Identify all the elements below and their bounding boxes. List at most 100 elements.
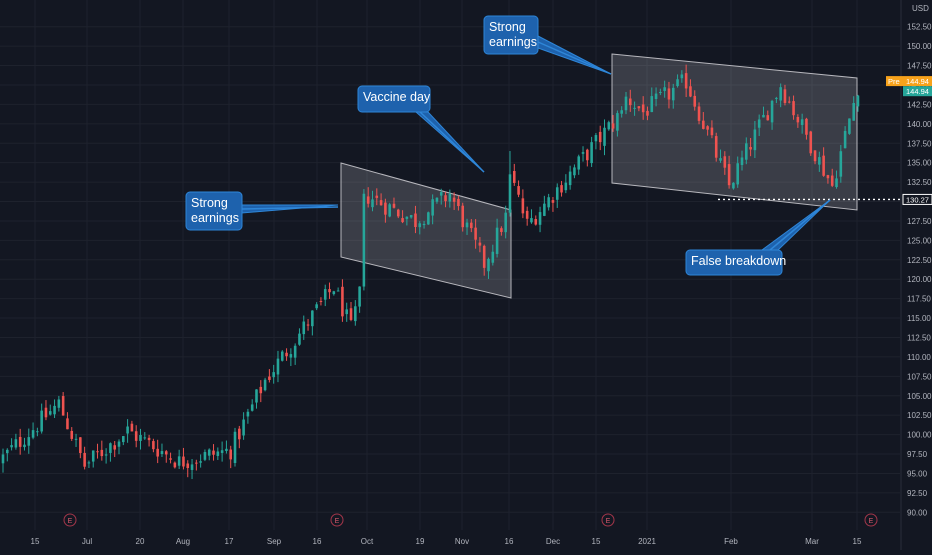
- candle-body: [203, 452, 207, 460]
- candle-body: [36, 431, 39, 433]
- candle-body: [14, 439, 18, 448]
- candle-body: [173, 462, 177, 468]
- earnings-marker-icon: [63, 513, 77, 527]
- candle-body: [848, 118, 851, 134]
- y-tick-label: 105.00: [907, 392, 932, 401]
- callout-vaccine-box: [357, 85, 431, 113]
- candle-body: [100, 449, 104, 457]
- candle-body: [564, 182, 568, 191]
- candle-body: [766, 115, 770, 121]
- candle-body: [641, 104, 645, 113]
- x-tick-label: 16: [505, 537, 514, 546]
- candle-body: [375, 195, 379, 198]
- candle-body: [392, 203, 396, 208]
- candle-body: [736, 163, 739, 185]
- level-price-label: 130.27: [906, 195, 929, 204]
- candle-body: [504, 212, 507, 233]
- candle-body: [96, 451, 99, 453]
- candle-body: [87, 462, 91, 464]
- candle-body: [745, 143, 748, 160]
- candle-body: [538, 212, 542, 225]
- candle-body: [659, 91, 662, 93]
- candle-body: [822, 155, 825, 176]
- y-tick-label: 132.50: [907, 178, 932, 187]
- prev-price-label: 144.94: [906, 77, 929, 86]
- earnings-marker-icon: [601, 513, 615, 527]
- candle-body: [280, 351, 284, 361]
- candle-body: [805, 118, 808, 135]
- candle-body: [512, 171, 516, 183]
- candle-body: [525, 210, 529, 219]
- earnings-marker-label: E: [869, 518, 874, 525]
- y-tick-label: 117.50: [907, 295, 931, 304]
- candle-body: [800, 119, 804, 125]
- callout-earnings-2-text: Strong: [489, 20, 526, 34]
- candle-body: [285, 352, 288, 357]
- candle-body: [422, 223, 426, 226]
- candle-body: [379, 200, 383, 206]
- candle-body: [843, 130, 847, 149]
- y-tick-label: 142.50: [907, 100, 932, 109]
- candle-body: [775, 97, 778, 99]
- candle-body: [495, 227, 499, 254]
- candle-body: [6, 449, 9, 454]
- candle-body: [431, 199, 434, 216]
- candle-body: [160, 451, 164, 455]
- candle-body: [229, 449, 233, 460]
- candle-body: [207, 449, 211, 456]
- y-tick-label: 147.50: [907, 62, 932, 71]
- candle-body: [568, 171, 572, 186]
- candle-body: [727, 164, 731, 186]
- candle-body: [491, 251, 495, 263]
- candle-body: [293, 345, 297, 358]
- candle-body: [225, 448, 228, 452]
- earnings-marker-label: E: [335, 518, 340, 525]
- y-tick-label: 95.00: [907, 469, 928, 478]
- y-tick-label: 115.00: [907, 314, 931, 323]
- candle-body: [74, 438, 78, 440]
- prev-price-bg: [903, 76, 932, 87]
- candle-body: [10, 445, 13, 448]
- y-tick-label: 110.00: [907, 353, 931, 362]
- candle-body: [680, 74, 684, 79]
- candle-body: [482, 245, 486, 268]
- y-tick-label: 122.50: [907, 256, 932, 265]
- candle-body: [628, 98, 632, 106]
- x-tick-label: 15: [592, 537, 601, 546]
- candle-body: [259, 386, 263, 394]
- candle-body: [328, 289, 331, 293]
- candle-body: [113, 445, 116, 450]
- y-tick-label: 112.50: [907, 333, 931, 342]
- candle-body: [607, 122, 611, 130]
- candle-body: [341, 286, 344, 317]
- candle-body: [487, 258, 490, 272]
- candle-body: [349, 308, 353, 320]
- candle-body: [667, 88, 671, 100]
- candle-body: [603, 127, 606, 146]
- candle-body: [70, 430, 74, 439]
- candle-body: [719, 158, 722, 161]
- earnings-marker-label: E: [606, 518, 611, 525]
- level-price-bg: [902, 193, 932, 205]
- candle-body: [143, 437, 147, 439]
- candle-body: [826, 175, 830, 179]
- candle-body: [242, 419, 245, 436]
- candle-body: [186, 463, 190, 469]
- candle-body: [177, 456, 181, 466]
- candle-body: [427, 212, 430, 225]
- candle-body: [40, 410, 43, 432]
- candle-body: [508, 174, 512, 213]
- candle-body: [689, 86, 692, 97]
- candle-body: [53, 405, 56, 415]
- candle-body: [581, 152, 585, 154]
- candle-body: [616, 113, 619, 131]
- candle-body: [452, 197, 456, 202]
- candle-body: [796, 116, 800, 123]
- candle-body: [139, 435, 142, 441]
- callout-earnings-2-pointer-line: [537, 41, 612, 75]
- callout-earnings-1-box: [185, 191, 243, 231]
- x-tick-label: Jul: [82, 537, 92, 546]
- candle-body: [109, 443, 112, 453]
- candle-body: [757, 119, 761, 128]
- candle-body: [345, 309, 349, 315]
